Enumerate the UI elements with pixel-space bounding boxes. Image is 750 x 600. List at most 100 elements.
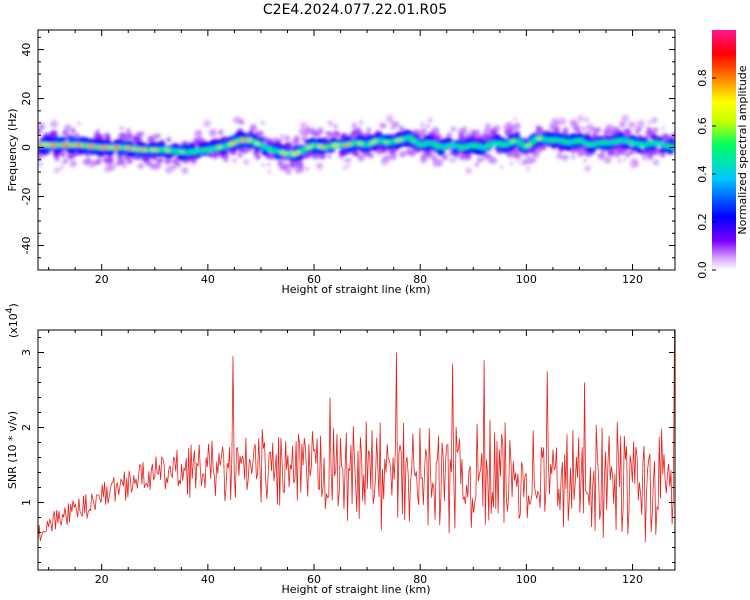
heatmap-halo-cell <box>652 159 660 166</box>
heatmap-halo-cell <box>350 130 357 136</box>
heatmap-halo-cell <box>343 159 347 163</box>
heatmap-halo-cell <box>107 133 111 137</box>
heatmap-halo-cell <box>647 120 652 125</box>
y-tick-label: 3 <box>20 349 33 356</box>
heatmap-halo-cell <box>385 114 394 123</box>
snr-ticks: 20 40 60 80 100 120 1 2 3 <box>20 330 675 586</box>
heatmap-halo-cell <box>203 119 212 128</box>
y-tick-label: 1 <box>20 499 33 506</box>
heatmap-halo-cell <box>145 159 152 166</box>
heatmap-cell <box>422 146 432 152</box>
heatmap-halo-cell <box>630 160 639 169</box>
heatmap-halo-cell <box>305 166 310 171</box>
heatmap-halo-cell <box>581 126 586 132</box>
spectrogram-heatmap <box>38 114 675 175</box>
heatmap-halo-cell <box>157 163 162 169</box>
heatmap-halo-cell <box>577 129 581 133</box>
heatmap-halo-cell <box>654 149 661 156</box>
snr-y-unit-close: ) <box>7 303 20 307</box>
heatmap-cell <box>92 149 101 155</box>
heatmap-halo-cell <box>624 151 631 158</box>
heatmap-cell <box>397 132 404 138</box>
heatmap-halo-cell <box>125 127 132 134</box>
heatmap-halo-cell <box>261 163 265 167</box>
colorbar-ticks: 0.0 0.2 0.4 0.6 0.8 <box>696 69 716 279</box>
heatmap-halo-cell <box>446 132 452 138</box>
heatmap-halo-cell <box>126 157 133 165</box>
heatmap-halo-cell <box>357 154 365 162</box>
heatmap-cell <box>46 136 54 142</box>
heatmap-cell <box>295 154 305 160</box>
y-tick-label: 20 <box>20 92 33 106</box>
heatmap-cell <box>171 143 180 149</box>
heatmap-halo-cell <box>122 163 127 169</box>
heatmap-halo-cell <box>425 123 430 129</box>
heatmap-cell <box>455 139 464 145</box>
colorbar-tick-label: 0.2 <box>696 213 709 231</box>
heatmap-halo-cell <box>459 132 463 136</box>
heatmap-halo-cell <box>597 152 606 160</box>
heatmap-cell <box>356 134 363 140</box>
heatmap-halo-cell <box>629 149 635 155</box>
heatmap-halo-cell <box>96 158 102 164</box>
heatmap-halo-cell <box>620 124 624 128</box>
heatmap-halo-cell <box>346 157 352 163</box>
heatmap-cell <box>59 136 67 142</box>
heatmap-halo-cell <box>432 159 441 167</box>
heatmap-halo-cell <box>420 128 427 135</box>
heatmap-halo-cell <box>562 127 569 133</box>
heatmap-halo-cell <box>328 134 333 138</box>
heatmap-halo-cell <box>556 152 563 160</box>
heatmap-halo-cell <box>207 153 213 158</box>
y-tick-label: 0 <box>20 144 33 151</box>
snr-y-unit: (x104) <box>5 303 20 338</box>
x-tick-label: 60 <box>307 273 321 286</box>
heatmap-halo-cell <box>450 126 457 132</box>
heatmap-halo-cell <box>60 151 66 157</box>
heatmap-cell <box>424 135 434 141</box>
heatmap-halo-cell <box>280 134 284 138</box>
heatmap-halo-cell <box>335 131 341 137</box>
heatmap-halo-cell <box>284 135 291 142</box>
x-tick-label: 40 <box>201 273 215 286</box>
heatmap-halo-cell <box>289 160 297 169</box>
y-tick-label: -20 <box>20 188 33 206</box>
heatmap-halo-cell <box>208 128 217 137</box>
heatmap-halo-cell <box>560 148 565 153</box>
heatmap-cell <box>394 141 403 147</box>
heatmap-halo-cell <box>663 133 669 139</box>
heatmap-halo-cell <box>176 162 181 168</box>
heatmap-halo-cell <box>463 152 472 161</box>
x-tick-label: 60 <box>307 573 321 586</box>
heatmap-halo-cell <box>382 124 387 128</box>
heatmap-halo-cell <box>237 152 243 158</box>
heatmap-halo-cell <box>327 154 331 159</box>
heatmap-cell <box>95 139 103 145</box>
heatmap-halo-cell <box>577 115 584 122</box>
colorbar-tick-label: 0.4 <box>696 165 709 183</box>
heatmap-cell <box>623 144 631 150</box>
heatmap-halo-cell <box>510 125 516 131</box>
heatmap-halo-cell <box>584 165 592 173</box>
heatmap-halo-cell <box>342 166 347 170</box>
heatmap-halo-cell <box>309 128 317 136</box>
heatmap-halo-cell <box>592 133 598 139</box>
heatmap-halo-cell <box>610 130 615 136</box>
heatmap-halo-cell <box>420 122 425 127</box>
heatmap-halo-cell <box>484 153 489 159</box>
snr-frame <box>37 329 676 571</box>
heatmap-halo-cell <box>583 158 588 163</box>
figure-title: C2E4.2024.077.22.01.R05 <box>263 2 447 18</box>
heatmap-halo-cell <box>617 158 622 163</box>
spectrogram-panel: 20 40 60 80 100 120 40 20 0 -20 -40 Height of stra… <box>6 29 676 296</box>
heatmap-halo-cell <box>296 162 304 170</box>
heatmap-halo-cell <box>462 126 468 132</box>
colorbar-tick-label: 0.0 <box>696 261 709 279</box>
heatmap-halo-cell <box>483 128 491 136</box>
heatmap-halo-cell <box>69 160 77 168</box>
heatmap-halo-cell <box>357 126 361 130</box>
snr-panel: 20 40 60 80 100 120 1 2 3 Height of straight lin… <box>5 303 676 596</box>
heatmap-halo-cell <box>85 152 90 157</box>
heatmap-cell <box>585 136 592 142</box>
heatmap-cell <box>178 144 188 150</box>
